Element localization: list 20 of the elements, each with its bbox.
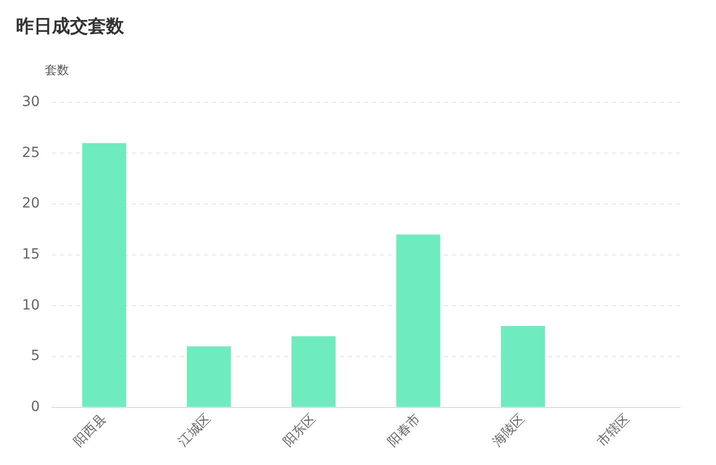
y-tick-label: 20 xyxy=(22,196,40,212)
y-tick-label: 25 xyxy=(22,144,40,161)
x-tick-label: 阳春市 xyxy=(385,412,424,450)
x-tick-label: 阳东区 xyxy=(280,412,319,450)
y-tick-label: 0 xyxy=(30,399,40,416)
bar xyxy=(186,346,231,407)
bar xyxy=(500,326,545,407)
y-axis-title: 套数 xyxy=(45,62,69,79)
chart-title: 昨日成交套数 xyxy=(16,15,124,38)
bar xyxy=(396,234,440,407)
y-tick-label: 15 xyxy=(22,246,40,263)
bar xyxy=(292,336,336,407)
x-tick-label: 阳西县 xyxy=(71,412,110,450)
y-tick-label: 5 xyxy=(30,348,40,364)
x-tick-label: 江城区 xyxy=(176,412,214,450)
y-tick-label: 30 xyxy=(22,94,40,110)
bar xyxy=(82,143,126,407)
x-tick-label: 市辖区 xyxy=(594,412,633,450)
x-tick-label: 海陵区 xyxy=(490,412,528,450)
y-tick-label: 10 xyxy=(22,297,40,314)
